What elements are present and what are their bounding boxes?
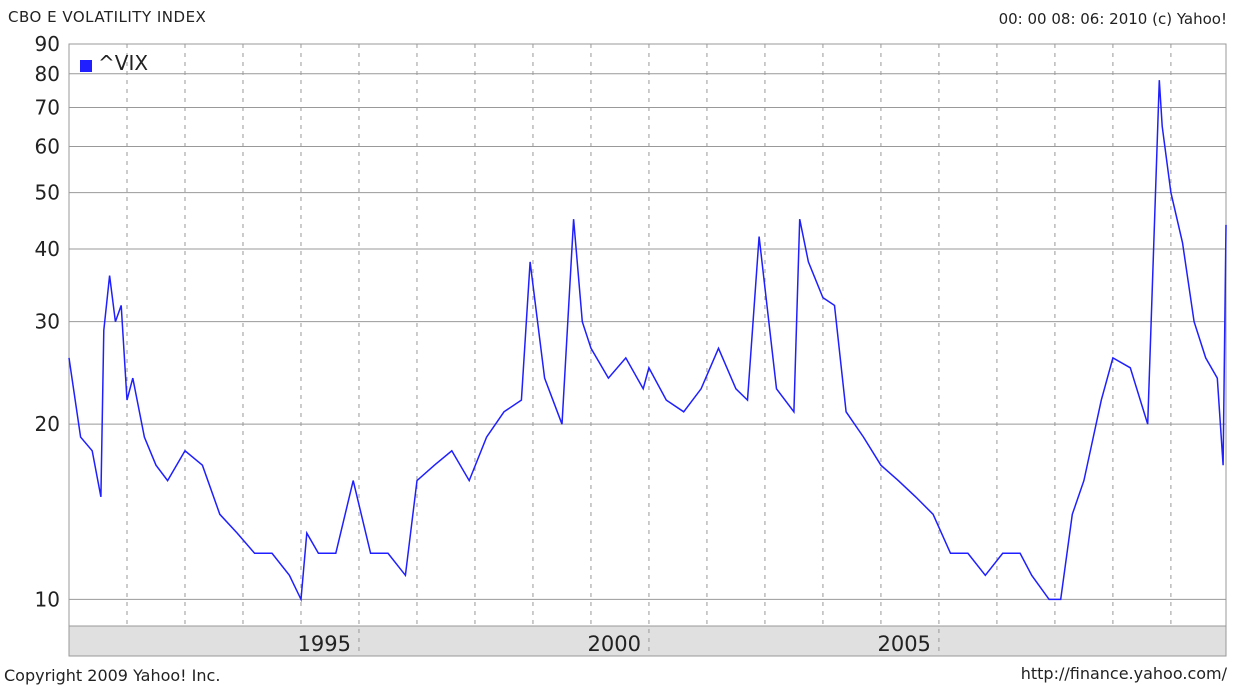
source-url[interactable]: http://finance.yahoo.com/ [1020,664,1227,683]
x-axis-ticks: 1995 2000 2005 [298,632,931,656]
x-tick-label: 2000 [587,632,640,656]
y-tick-label: 30 [35,310,60,334]
y-tick-label: 80 [35,62,60,86]
y-tick-label: 50 [35,181,60,205]
legend-label-vix: ^VIX [98,51,148,75]
x-tick-label: 2005 [877,632,930,656]
x-axis-band [68,625,1227,657]
y-tick-label: 20 [35,412,60,436]
vix-series-line [68,80,1227,603]
legend-swatch-vix [80,60,92,72]
y-tick-label: 70 [35,96,60,120]
copyright-text: Copyright 2009 Yahoo! Inc. [4,666,221,685]
chart-title: CBO E VOLATILITY INDEX [8,8,207,26]
plot-area [68,43,1227,627]
x-tick-label: 1995 [298,632,351,656]
grid-lines [68,43,1226,656]
y-tick-label: 40 [35,237,60,261]
y-tick-label: 10 [35,587,60,611]
chart-timestamp: 00: 00 08: 06: 2010 (c) Yahoo! [998,10,1227,28]
y-tick-label: 60 [35,134,60,158]
y-tick-label: 90 [35,32,60,56]
y-axis-ticks: 10 20 30 40 50 60 70 80 90 [35,32,60,611]
